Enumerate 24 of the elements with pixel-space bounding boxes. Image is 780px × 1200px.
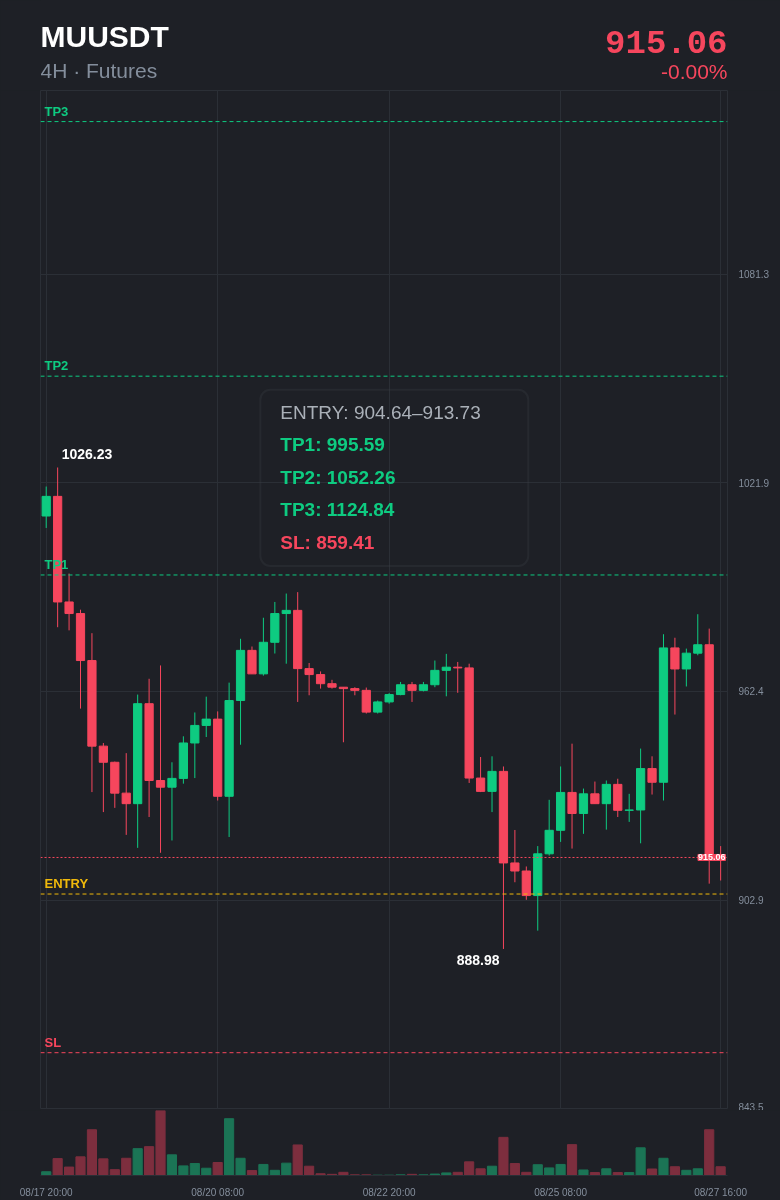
x-tick-label: 08/17 20:00: [19, 1186, 74, 1198]
annotation: 888.98: [456, 951, 500, 968]
chart-subtitle: 4H · Futures: [40, 58, 158, 82]
x-tick-label: 08/22 20:00: [362, 1186, 416, 1198]
annotation: TP1: 995.59: [280, 434, 385, 456]
x-tick-label: 08/27 16:00: [694, 1186, 748, 1198]
chart-title: MUUSDT: [40, 19, 169, 53]
annotation: 1026.23: [61, 446, 113, 463]
x-tick-label: 08/20 08:00: [191, 1186, 245, 1198]
ref-line-label: TP3: [44, 103, 69, 119]
y-tick-label: 843.5: [738, 1101, 764, 1113]
ref-line-label: TP2: [44, 358, 69, 374]
y-tick-label: 1021.9: [738, 477, 770, 489]
ref-line-label: ENTRY: [44, 876, 89, 892]
y-tick-label: 1081.3: [738, 269, 770, 281]
x-tick-label: 08/25 08:00: [534, 1186, 588, 1198]
annotation: TP3: 1124.84: [280, 499, 395, 521]
annotation: SL: 859.41: [280, 531, 375, 553]
annotation: TP2: 1052.26: [280, 466, 396, 488]
ref-line-label: SL: [44, 1034, 62, 1050]
annotation: ENTRY: 904.64–913.73: [280, 401, 481, 423]
y-tick-label: 962.4: [738, 686, 764, 698]
y-tick-label: 902.9: [738, 895, 764, 907]
ref-line-label: 915.06: [697, 852, 726, 863]
